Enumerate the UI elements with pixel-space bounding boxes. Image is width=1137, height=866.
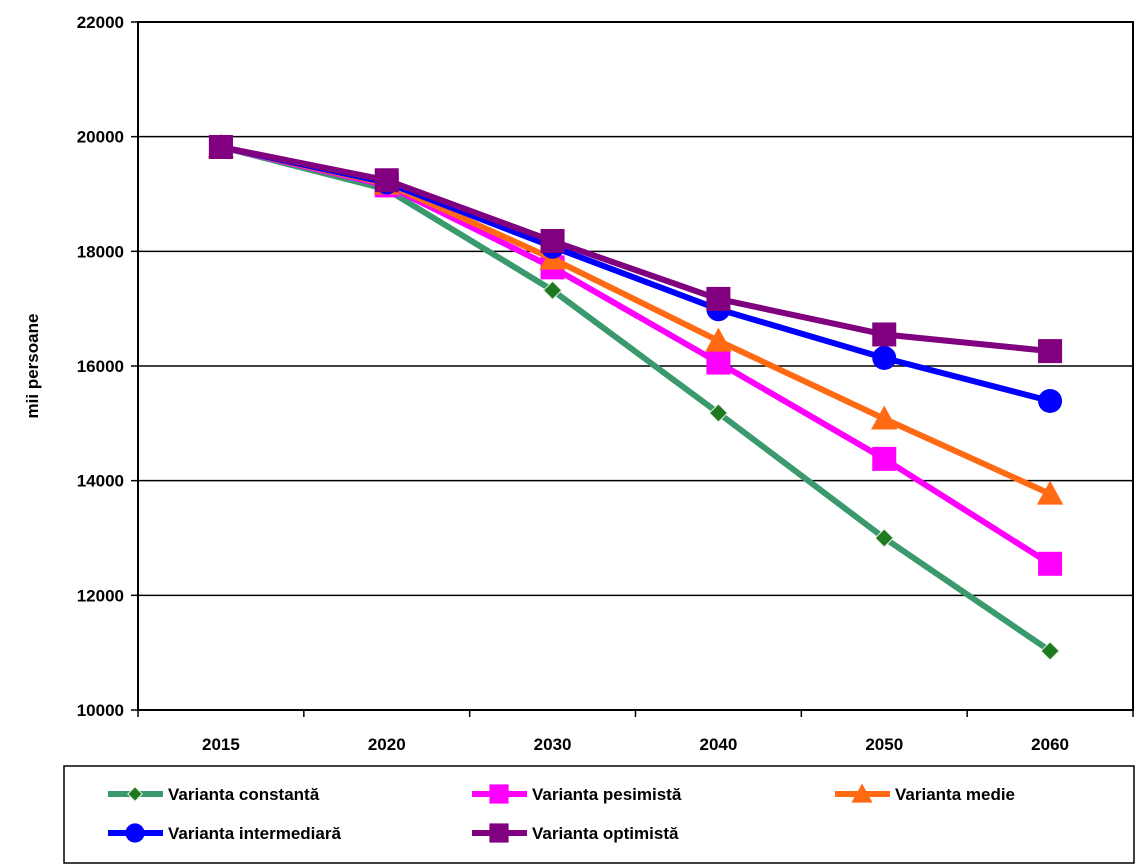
legend-item: Varianta constantă [108, 785, 320, 804]
x-axis-ticks: 2015 2020 2030 2040 2050 2060 [137, 710, 1134, 754]
series-line [220, 144, 1052, 654]
y-tick-label: 12000 [77, 586, 124, 605]
y-tick-label: 10000 [77, 701, 124, 720]
data-point-marker [871, 405, 898, 430]
series-3 [207, 133, 1064, 505]
data-point-marker [1036, 480, 1064, 505]
data-point-marker [706, 350, 731, 375]
data-point-marker [125, 823, 145, 843]
legend-label: Varianta intermediară [168, 824, 341, 843]
series-line [220, 144, 1051, 355]
data-point-marker [708, 403, 729, 423]
legend: Varianta constantă Varianta pesimistă Vari… [108, 783, 1015, 843]
data-point-marker [489, 784, 509, 804]
data-point-marker [489, 823, 509, 843]
data-point-marker [1038, 339, 1063, 364]
series-1 [211, 137, 1060, 661]
series-line [220, 144, 1052, 497]
legend-item: Varianta optimistă [472, 823, 679, 843]
legend-item: Varianta intermediară [108, 823, 341, 843]
y-tick-label: 20000 [77, 128, 124, 147]
data-point-marker [872, 322, 897, 347]
legend-label: Varianta constantă [168, 785, 320, 804]
data-point-marker [1038, 551, 1063, 576]
data-point-marker [542, 280, 563, 301]
data-point-marker [705, 327, 732, 352]
data-point-marker [706, 286, 731, 311]
data-point-marker [872, 345, 897, 370]
y-axis-title: mii persoane [23, 314, 42, 419]
x-tick-label: 2050 [865, 735, 903, 754]
data-point-marker [1038, 388, 1063, 413]
series-group [207, 133, 1064, 661]
legend-item: Varianta pesimistă [472, 784, 682, 804]
data-point-marker [127, 786, 143, 802]
data-point-marker [851, 783, 873, 803]
data-point-marker [374, 168, 399, 193]
series-line [220, 144, 1051, 404]
x-tick-label: 2060 [1031, 735, 1069, 754]
y-axis-ticks: 10000 12000 14000 16000 18000 20000 22000 [77, 13, 138, 720]
x-tick-label: 2040 [700, 735, 738, 754]
data-point-marker [874, 528, 894, 548]
series-5 [208, 134, 1063, 364]
x-tick-label: 2015 [202, 735, 240, 754]
legend-label: Varianta medie [895, 785, 1015, 804]
data-point-marker [872, 446, 897, 471]
data-point-marker [1040, 641, 1060, 661]
legend-box [63, 765, 1135, 864]
data-point-marker [208, 134, 233, 159]
data-point-marker [540, 229, 565, 254]
legend-item: Varianta medie [835, 783, 1015, 804]
plot-frame [137, 21, 1134, 711]
y-tick-label: 16000 [77, 357, 124, 376]
y-tick-label: 14000 [77, 472, 124, 491]
y-tick-label: 18000 [77, 242, 124, 261]
x-tick-label: 2020 [368, 735, 406, 754]
legend-label: Varianta pesimistă [532, 785, 682, 804]
x-tick-label: 2030 [534, 735, 572, 754]
legend-label: Varianta optimistă [532, 824, 679, 843]
gridlines [138, 135, 1133, 597]
y-tick-label: 22000 [77, 13, 124, 32]
